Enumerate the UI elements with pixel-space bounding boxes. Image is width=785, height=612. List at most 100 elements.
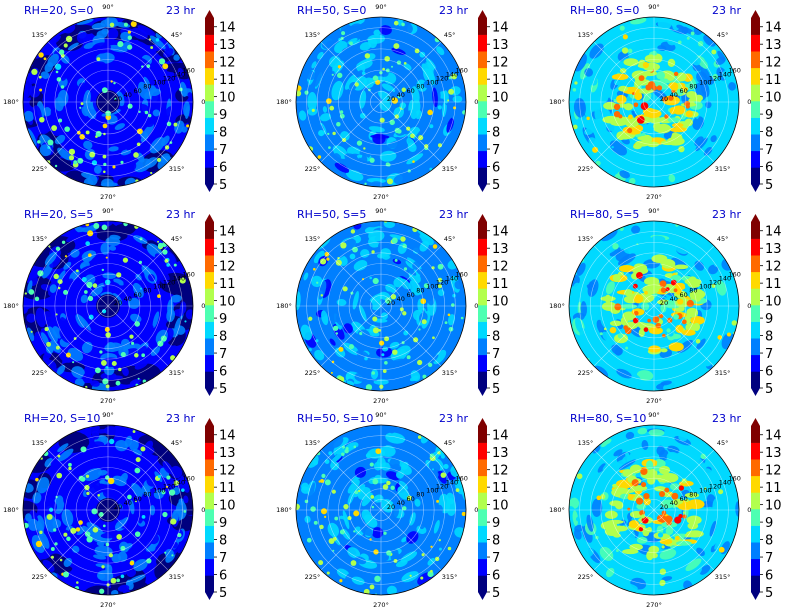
core-patch [668,342,684,352]
field-patch [637,427,648,435]
angle-tick-label: 45° [717,235,729,243]
convective-cell [170,355,176,361]
convective-cell [166,475,171,480]
field-patch [668,174,676,183]
colorbar-tick-label: 13 [219,242,236,257]
colorbar-segment [478,288,487,306]
convective-cell [331,73,334,76]
convective-cell [350,560,357,566]
core-patch [672,105,686,115]
core-patch [648,326,663,335]
convective-cell [304,499,309,504]
colorbar-segment [205,354,214,372]
field-patch [40,71,50,79]
core-patch [676,540,692,546]
convective-cell [461,511,466,517]
colorbar-tick-label: 5 [492,382,500,397]
colorbar-tick-label: 7 [765,143,773,158]
colorbar-segment [751,575,760,593]
field-patch [63,557,73,568]
convective-cell [304,90,309,95]
convective-cell [53,273,59,280]
colorbar-extend-bottom [205,592,214,600]
convective-cell [448,88,455,95]
field-patch [187,92,193,99]
polar-grid [22,424,194,596]
field-patch [179,476,188,490]
field-patch [91,512,107,527]
panel-title: RH=20, S=0 [24,4,93,17]
convective-cell [341,31,346,36]
convective-cell [78,475,85,481]
convective-cell [682,511,686,514]
angle-tick-label: 45° [171,31,183,39]
field-patch [436,332,449,344]
field-patch [304,515,311,523]
radius-tick-label: 160 [456,270,468,278]
colorbar-extend-bottom [751,388,760,396]
angle-tick-label: 315° [442,369,458,377]
convective-cell [311,108,315,112]
convective-cell [320,479,325,483]
colorbar-tick-label: 5 [219,382,227,397]
angle-tick-label: 45° [717,439,729,447]
convective-cell [460,316,464,320]
angle-tick-label: 315° [169,165,185,173]
core-patch [675,324,684,333]
convective-cell [711,283,716,288]
convective-cell [59,558,63,562]
angle-gridline [653,305,715,367]
field-patch [361,492,373,507]
angle-gridline [593,41,655,103]
convective-cell [315,339,319,343]
field-patch [95,52,115,64]
field-patch [45,345,54,354]
field-patch [611,344,623,355]
core-patch [644,277,660,286]
convective-cell [427,109,433,116]
radius-tick-label: 140 [173,275,185,283]
field-patch [369,554,389,562]
convective-cell [37,140,41,144]
convective-cell [318,560,324,566]
angle-tick-label: 180° [549,98,565,106]
core-patch [622,548,639,555]
convective-cell [345,447,349,450]
radius-tick-label: 120 [709,75,721,83]
convective-cell [328,146,331,149]
field-patch [579,327,591,346]
field-patch [83,506,93,521]
colorbar-segment [205,542,214,560]
field-patch [177,67,185,77]
core-patch [609,320,623,327]
field-patch [131,483,143,498]
field-patch [149,35,166,50]
convective-cell [105,542,110,547]
field-patch [137,81,150,100]
angle-tick-label: 180° [276,506,292,514]
convective-cell [135,457,141,463]
colorbar-tick-label: 5 [492,178,500,193]
convective-cell [179,277,186,284]
convective-cell [394,258,398,262]
polar-frame [568,220,740,392]
convective-cell [38,52,44,58]
polar-grid [568,220,740,392]
convective-cell [39,530,43,535]
field-patch [301,93,306,103]
core-patch [618,85,629,92]
field-patch [592,445,601,454]
field-patch [91,430,100,440]
field-patch [618,253,636,266]
field-patch [173,54,180,61]
radius-tick-label: 100 [699,487,711,495]
colorbar-tick-label: 6 [492,569,500,584]
colorbar-segment [205,238,214,256]
convective-cell [68,148,76,155]
field-patch [599,546,614,561]
field-patch [109,245,117,251]
convective-cell [343,503,349,510]
angle-tick-label: 270° [373,397,389,405]
field-patch [149,88,161,97]
core-peak [640,467,648,476]
